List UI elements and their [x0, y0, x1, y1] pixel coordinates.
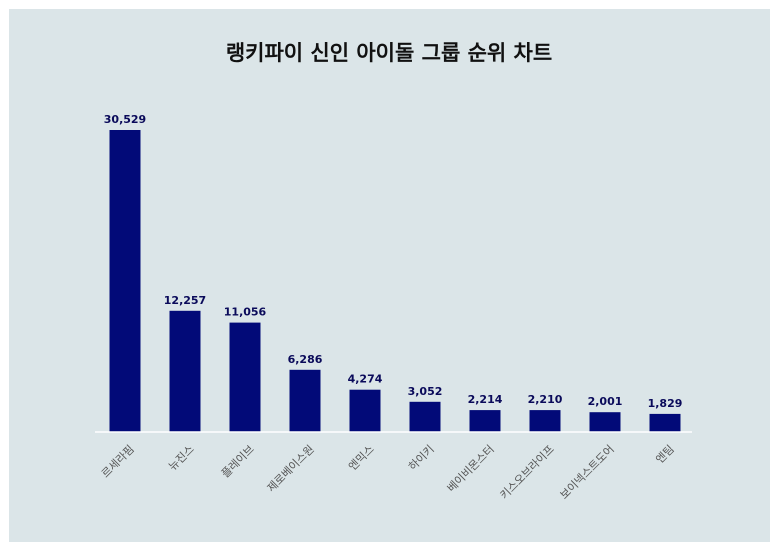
bar-6	[409, 401, 441, 432]
bar-10	[649, 413, 681, 432]
bars-group	[109, 130, 681, 432]
value-label-5: 4,274	[348, 373, 383, 386]
category-label-8: 키스오브라이프	[497, 443, 556, 502]
value-label-2: 12,257	[164, 294, 206, 307]
value-label-3: 11,056	[224, 306, 267, 319]
category-label-3: 플레이브	[219, 443, 257, 481]
value-label-1: 30,529	[104, 113, 146, 126]
category-label-5: 엔믹스	[346, 443, 377, 474]
category-label-1: 르세라핌	[99, 443, 137, 481]
chart-title: 랭키파이 신인 아이돌 그룹 순위 차트	[226, 41, 552, 65]
category-label-9: 보이넥스트도어	[557, 443, 616, 502]
bar-8	[529, 410, 561, 432]
bar-2	[169, 310, 201, 432]
value-label-6: 3,052	[408, 385, 443, 398]
category-labels-group: 르세라핌 뉴진스 플레이브 제로베이스원 엔믹스 하이키 베이비몬스터 키스오브라이프 보이넥스…	[99, 442, 677, 502]
value-label-8: 2,210	[528, 393, 563, 406]
bar-9	[589, 412, 621, 432]
bar-1	[109, 130, 141, 432]
category-label-4: 제로베이스원	[265, 443, 317, 495]
bar-4	[289, 369, 321, 432]
category-label-7: 베이비몬스터	[445, 443, 497, 495]
value-label-4: 6,286	[288, 353, 323, 366]
category-label-6: 하이키	[405, 442, 436, 473]
value-label-9: 2,001	[588, 395, 623, 408]
bar-3	[229, 322, 261, 432]
category-label-10: 엔팀	[653, 443, 677, 467]
value-label-7: 2,214	[468, 393, 503, 406]
bar-7	[469, 410, 501, 432]
value-labels-group: 30,529 12,257 11,056 6,286 4,274 3,052 2,214 2,…	[104, 113, 683, 410]
bar-5	[349, 389, 381, 432]
category-label-2: 뉴진스	[166, 443, 197, 474]
value-label-10: 1,829	[648, 397, 683, 410]
